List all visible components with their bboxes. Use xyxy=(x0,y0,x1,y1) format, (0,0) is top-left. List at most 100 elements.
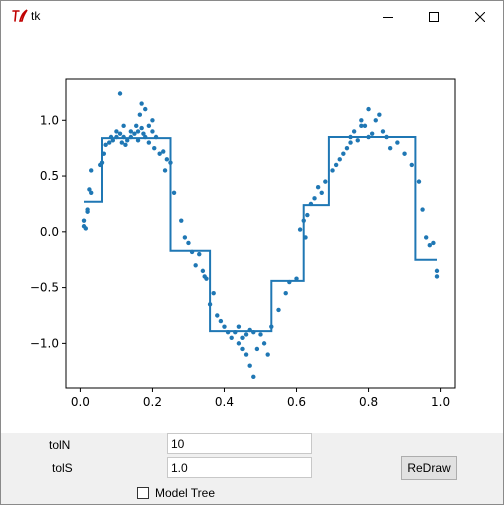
data-point xyxy=(420,207,425,212)
model-tree-checkbox[interactable] xyxy=(137,487,149,499)
data-point xyxy=(423,235,429,240)
data-point xyxy=(254,346,260,352)
y-tick-label: −0.5 xyxy=(30,281,59,295)
data-point xyxy=(83,226,89,231)
data-point xyxy=(283,290,288,296)
data-point xyxy=(132,131,137,136)
x-tick-label: 0.4 xyxy=(215,395,234,409)
data-point xyxy=(236,341,242,346)
data-point xyxy=(152,145,157,151)
data-point xyxy=(395,140,400,145)
maximize-button[interactable] xyxy=(411,1,457,32)
model-tree-checkbox-row[interactable]: Model Tree xyxy=(137,485,215,501)
x-axis-ticks: 0.0 0.2 0.4 0.6 0.8 1.0 xyxy=(71,388,450,409)
data-point xyxy=(123,142,128,148)
data-point xyxy=(87,187,92,192)
data-point xyxy=(182,235,188,240)
data-point xyxy=(179,218,184,223)
y-tick-label: 0.5 xyxy=(40,169,59,183)
data-point xyxy=(236,324,242,329)
data-point xyxy=(222,324,227,329)
data-point xyxy=(402,151,407,156)
data-point xyxy=(319,190,324,195)
data-point xyxy=(247,363,252,368)
title-bar[interactable]: tk xyxy=(1,1,503,32)
data-point xyxy=(355,138,360,143)
window-title: tk xyxy=(31,9,41,23)
step-fit-line xyxy=(84,136,437,333)
y-tick-label: −1.0 xyxy=(30,336,59,350)
plot-canvas[interactable]: 0.0 0.2 0.4 0.6 0.8 1.0 1.0 0.5 0.0 −0.5 −1.0 xyxy=(1,32,503,433)
data-point xyxy=(305,212,310,218)
toln-label: tolN xyxy=(49,438,71,452)
data-point xyxy=(351,129,357,134)
data-point xyxy=(121,123,126,129)
data-point xyxy=(114,129,119,134)
y-tick-label: 1.0 xyxy=(40,113,59,127)
data-point xyxy=(294,276,299,281)
x-tick-label: 0.6 xyxy=(287,395,306,409)
data-point xyxy=(427,243,432,248)
data-point xyxy=(366,106,371,112)
axes-frame xyxy=(65,78,456,389)
data-point xyxy=(135,138,141,143)
data-point xyxy=(137,112,143,117)
data-point xyxy=(146,123,152,129)
data-point xyxy=(186,240,191,246)
data-point xyxy=(162,168,168,173)
x-tick-label: 0.0 xyxy=(71,395,90,409)
data-point xyxy=(240,335,245,341)
data-point xyxy=(125,138,130,143)
data-point xyxy=(211,290,216,296)
data-point xyxy=(171,190,177,195)
data-point xyxy=(258,332,263,337)
data-point xyxy=(193,263,198,268)
x-tick-label: 0.2 xyxy=(143,395,162,409)
data-point xyxy=(164,157,170,162)
redraw-button[interactable]: ReDraw xyxy=(401,456,457,480)
data-point xyxy=(409,162,414,168)
data-point xyxy=(135,129,141,134)
data-point xyxy=(141,131,146,136)
x-tick-label: 1.0 xyxy=(431,395,450,409)
model-tree-label: Model Tree xyxy=(155,486,216,500)
data-point xyxy=(359,123,364,129)
data-point xyxy=(150,129,155,134)
data-point xyxy=(229,335,234,341)
tols-label: tolS xyxy=(52,461,73,475)
data-point xyxy=(117,91,123,96)
data-point xyxy=(323,179,328,184)
data-point xyxy=(315,185,321,190)
data-point xyxy=(143,106,148,112)
data-point xyxy=(431,240,436,246)
data-point xyxy=(261,341,267,346)
data-point xyxy=(85,209,90,214)
data-point xyxy=(150,118,155,123)
data-point xyxy=(276,307,281,313)
data-point xyxy=(341,151,346,156)
tk-feather-icon xyxy=(12,9,28,22)
scatter-points xyxy=(81,91,440,380)
data-point xyxy=(330,168,335,173)
data-point xyxy=(240,346,245,352)
data-point xyxy=(200,268,206,274)
data-point xyxy=(139,125,144,131)
data-point xyxy=(387,145,393,151)
data-point xyxy=(110,138,116,143)
data-point xyxy=(369,131,375,136)
data-point xyxy=(119,140,125,145)
data-point xyxy=(215,313,220,318)
close-button[interactable] xyxy=(457,1,503,32)
toln-input[interactable] xyxy=(167,433,312,454)
data-point xyxy=(297,227,303,232)
tols-input[interactable] xyxy=(167,457,312,478)
data-point xyxy=(157,151,162,156)
redraw-button-label: ReDraw xyxy=(407,461,451,475)
data-point xyxy=(197,251,202,257)
minimize-button[interactable] xyxy=(365,1,411,32)
y-axis-ticks: 1.0 0.5 0.0 −0.5 −1.0 xyxy=(30,113,66,350)
data-point xyxy=(337,157,342,162)
data-point xyxy=(348,140,353,145)
data-point xyxy=(243,332,249,337)
